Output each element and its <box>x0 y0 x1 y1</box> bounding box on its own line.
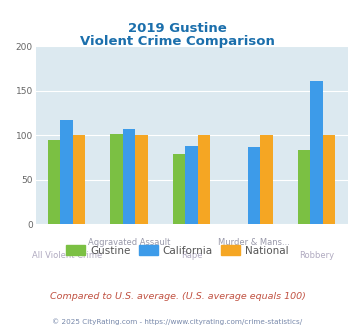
Legend: Gustine, California, National: Gustine, California, National <box>62 241 293 260</box>
Bar <box>248 147 261 224</box>
Bar <box>60 120 73 224</box>
Text: Murder & Mans...: Murder & Mans... <box>218 238 290 247</box>
Bar <box>198 135 211 224</box>
Bar <box>136 135 148 224</box>
Text: © 2025 CityRating.com - https://www.cityrating.com/crime-statistics/: © 2025 CityRating.com - https://www.city… <box>53 318 302 325</box>
Bar <box>73 135 86 224</box>
Text: Violent Crime Comparison: Violent Crime Comparison <box>80 35 275 48</box>
Text: 2019 Gustine: 2019 Gustine <box>128 22 227 35</box>
Text: Aggravated Assault: Aggravated Assault <box>88 238 170 247</box>
Bar <box>310 81 323 224</box>
Bar <box>110 134 123 224</box>
Bar <box>323 135 335 224</box>
Bar <box>123 129 136 224</box>
Bar <box>48 140 60 224</box>
Text: Robbery: Robbery <box>299 251 334 260</box>
Bar <box>185 146 198 224</box>
Bar <box>261 135 273 224</box>
Text: Compared to U.S. average. (U.S. average equals 100): Compared to U.S. average. (U.S. average … <box>50 292 305 301</box>
Bar <box>173 154 185 224</box>
Text: All Violent Crime: All Violent Crime <box>32 251 102 260</box>
Text: Rape: Rape <box>181 251 202 260</box>
Bar <box>298 149 310 224</box>
